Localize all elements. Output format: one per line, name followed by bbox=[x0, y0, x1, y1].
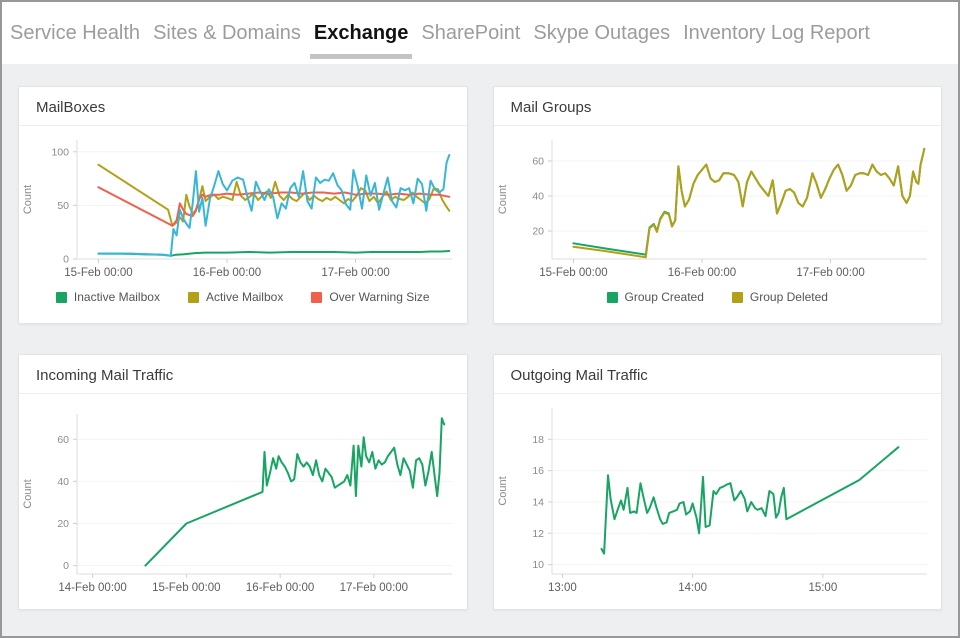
tab-bar: Service Health Sites & Domains Exchange … bbox=[2, 2, 958, 64]
svg-text:15-Feb 00:00: 15-Feb 00:00 bbox=[539, 267, 607, 279]
tab-skype-outages[interactable]: Skype Outages bbox=[533, 22, 671, 44]
panel-divider bbox=[493, 125, 941, 126]
legend-swatch bbox=[311, 291, 323, 303]
panel-title-mailboxes: MailBoxes bbox=[36, 99, 106, 116]
svg-text:15-Feb 00:00: 15-Feb 00:00 bbox=[64, 267, 132, 279]
legend-swatch bbox=[55, 291, 67, 303]
svg-text:50: 50 bbox=[57, 200, 69, 212]
legend-item: Group Created bbox=[606, 290, 704, 304]
svg-text:100: 100 bbox=[51, 146, 69, 158]
svg-text:14:00: 14:00 bbox=[678, 582, 707, 594]
tab-service-health[interactable]: Service Health bbox=[10, 22, 141, 44]
panel-incoming-mail-traffic: Incoming Mail Traffic 0 20 40 60 14-Feb 00:0… bbox=[18, 354, 468, 610]
svg-text:20: 20 bbox=[57, 518, 69, 530]
svg-text:16-Feb 00:00: 16-Feb 00:00 bbox=[246, 582, 314, 594]
svg-text:0: 0 bbox=[63, 560, 69, 572]
legend-item: Group Deleted bbox=[731, 290, 828, 304]
dashboard-grid: MailBoxes 0 50 100 15-Feb 00:00 16-Feb 00:00… bbox=[2, 64, 958, 636]
svg-text:16: 16 bbox=[532, 465, 544, 477]
svg-text:14-Feb 00:00: 14-Feb 00:00 bbox=[58, 582, 126, 594]
legend-item: Over Warning Size bbox=[311, 290, 430, 304]
legend-label: Group Created bbox=[624, 290, 704, 304]
panel-outgoing-mail-traffic: Outgoing Mail Traffic 10 12 14 16 18 13:00 14:… bbox=[492, 354, 942, 610]
legend-label: Active Mailbox bbox=[205, 290, 284, 304]
svg-text:13:00: 13:00 bbox=[548, 582, 577, 594]
svg-text:16-Feb 00:00: 16-Feb 00:00 bbox=[193, 267, 261, 279]
panel-title-outgoing: Outgoing Mail Traffic bbox=[510, 367, 648, 384]
mailboxes-chart: 0 50 100 15-Feb 00:00 16-Feb 00:00 17-Feb 00:… bbox=[22, 140, 452, 279]
svg-text:15:00: 15:00 bbox=[808, 582, 837, 594]
svg-text:10: 10 bbox=[532, 559, 544, 571]
panel-divider bbox=[493, 393, 941, 394]
legend-item: Active Mailbox bbox=[187, 290, 284, 304]
mail-groups-legend: Group Created Group Deleted bbox=[494, 290, 942, 304]
legend-swatch bbox=[606, 291, 618, 303]
panel-divider bbox=[19, 393, 467, 394]
svg-text:17-Feb 00:00: 17-Feb 00:00 bbox=[321, 267, 389, 279]
svg-text:18: 18 bbox=[532, 434, 544, 446]
legend-swatch bbox=[731, 291, 743, 303]
svg-text:Count: Count bbox=[22, 479, 34, 508]
svg-text:12: 12 bbox=[532, 528, 544, 540]
panel-mailboxes: MailBoxes 0 50 100 15-Feb 00:00 16-Feb 00:00… bbox=[18, 86, 468, 324]
svg-text:0: 0 bbox=[63, 254, 69, 266]
svg-text:16-Feb 00:00: 16-Feb 00:00 bbox=[667, 267, 735, 279]
svg-text:17-Feb 00:00: 17-Feb 00:00 bbox=[796, 267, 864, 279]
legend-label: Group Deleted bbox=[749, 290, 828, 304]
legend-swatch bbox=[187, 291, 199, 303]
svg-text:20: 20 bbox=[532, 226, 544, 238]
svg-text:Count: Count bbox=[497, 185, 509, 214]
legend-label: Over Warning Size bbox=[329, 290, 430, 304]
svg-text:Count: Count bbox=[497, 476, 509, 505]
tab-exchange[interactable]: Exchange bbox=[309, 22, 413, 59]
incoming-mail-traffic-chart: 0 20 40 60 14-Feb 00:00 15-Feb 00:00 16-Feb 00… bbox=[22, 414, 452, 594]
svg-text:60: 60 bbox=[57, 434, 69, 446]
tab-sharepoint[interactable]: SharePoint bbox=[421, 22, 521, 44]
outgoing-mail-traffic-chart: 10 12 14 16 18 13:00 14:00 15:00 Count bbox=[497, 408, 927, 594]
svg-text:14: 14 bbox=[532, 496, 544, 508]
svg-text:40: 40 bbox=[57, 476, 69, 488]
svg-text:17-Feb 00:00: 17-Feb 00:00 bbox=[340, 582, 408, 594]
tab-inventory-log-report[interactable]: Inventory Log Report bbox=[683, 22, 870, 44]
svg-text:Count: Count bbox=[22, 185, 34, 214]
svg-text:15-Feb 00:00: 15-Feb 00:00 bbox=[152, 582, 220, 594]
legend-item: Inactive Mailbox bbox=[55, 290, 160, 304]
svg-text:40: 40 bbox=[532, 191, 544, 203]
panel-mail-groups: Mail Groups 20 40 60 15-Feb 00:00 16-Feb 00:… bbox=[492, 86, 942, 324]
panel-title-incoming: Incoming Mail Traffic bbox=[36, 367, 174, 384]
tab-sites-domains[interactable]: Sites & Domains bbox=[153, 22, 301, 44]
panel-divider bbox=[19, 125, 467, 126]
panel-title-mail-groups: Mail Groups bbox=[510, 99, 592, 116]
mailboxes-legend: Inactive Mailbox Active Mailbox Over Warni… bbox=[19, 290, 467, 304]
legend-label: Inactive Mailbox bbox=[73, 290, 160, 304]
svg-text:60: 60 bbox=[532, 156, 544, 168]
mail-groups-chart: 20 40 60 15-Feb 00:00 16-Feb 00:00 17-Feb 00:… bbox=[497, 140, 927, 279]
